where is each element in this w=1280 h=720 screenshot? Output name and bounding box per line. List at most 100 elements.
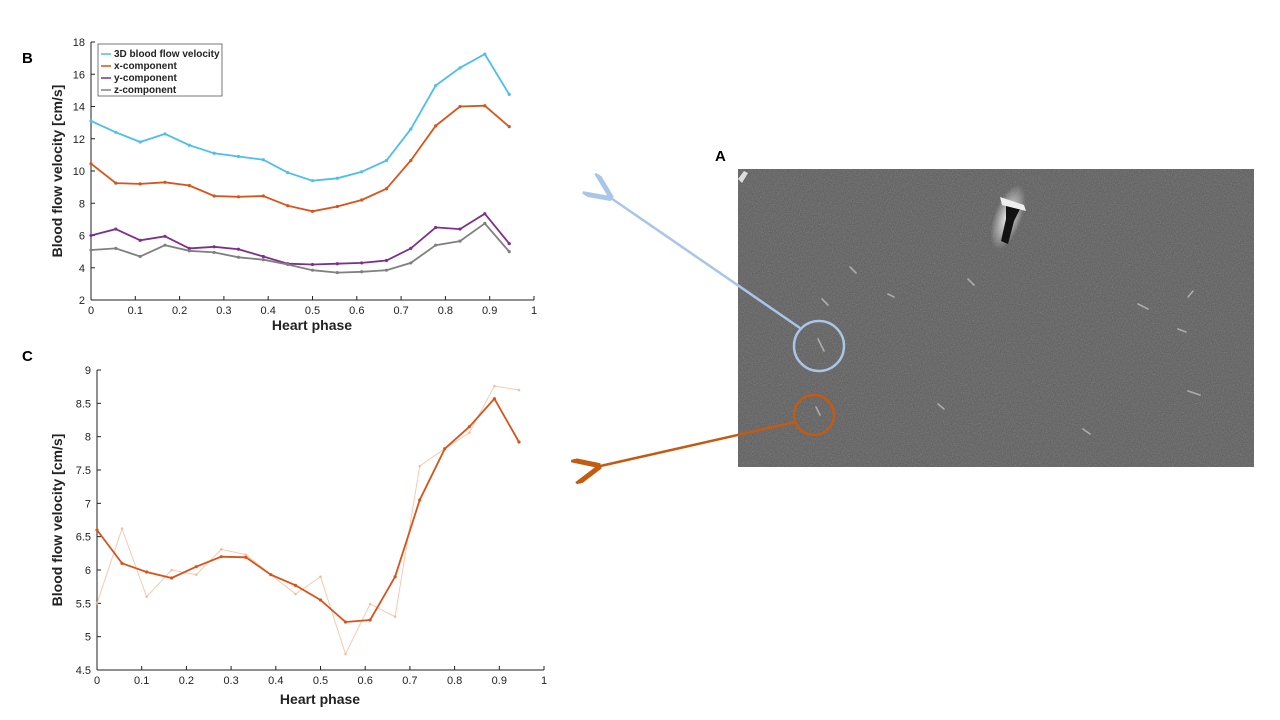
b-xtick-label: 0.6 — [349, 305, 364, 317]
b-data-point — [335, 270, 339, 275]
c-data-point — [95, 528, 99, 532]
c-xtick-label: 0.7 — [402, 675, 417, 687]
b-data-point — [236, 154, 241, 159]
b-data-point — [483, 104, 487, 108]
c-ytick-label: 7.5 — [76, 465, 91, 477]
corner-artifact — [738, 171, 748, 183]
b-data-point — [138, 238, 142, 242]
c-data-point — [294, 592, 297, 596]
b-data-point — [261, 254, 265, 259]
c-data-point — [368, 602, 372, 606]
c-data-point — [219, 555, 223, 559]
b-data-point — [458, 227, 462, 231]
b-data-point — [163, 132, 167, 136]
c-ytick-label: 4.5 — [76, 665, 91, 677]
b-ytick-label: 14 — [73, 102, 85, 114]
c-data-point — [318, 598, 323, 602]
b-series-line-0 — [90, 52, 510, 182]
legend-y-component: y-component — [114, 73, 177, 84]
b-ytick-label: 12 — [73, 134, 85, 146]
b-data-point — [409, 246, 413, 250]
c-data-point — [368, 618, 372, 622]
c-xtick-label: 0.1 — [134, 675, 149, 687]
c-data-point — [517, 388, 521, 392]
c-data-point — [343, 620, 348, 624]
b-data-point — [335, 176, 339, 180]
b-data-point — [360, 261, 364, 265]
c-ytick-label: 5 — [85, 632, 91, 644]
panel-label-a: A — [715, 148, 726, 165]
b-data-point — [163, 243, 167, 247]
c-data-point — [393, 615, 397, 618]
b-xtick-label: 0.2 — [172, 305, 187, 317]
b-data-point — [384, 268, 389, 272]
b-data-point — [89, 233, 93, 238]
c-data-point — [194, 565, 198, 569]
b-data-point — [187, 183, 191, 188]
b-data-point — [138, 254, 142, 259]
panel-label-b: B — [22, 50, 33, 67]
b-data-point — [138, 182, 142, 186]
b-data-point — [434, 225, 438, 230]
b-data-point — [286, 204, 290, 208]
c-xtick-label: 0.5 — [313, 675, 328, 687]
c-data-point — [418, 464, 422, 468]
c-ytick-label: 7 — [85, 498, 91, 510]
b-data-point — [212, 250, 216, 255]
b-data-point — [360, 270, 364, 274]
c-data-point — [145, 595, 148, 598]
b-ytick-label: 10 — [73, 166, 85, 178]
mri-image — [738, 169, 1254, 467]
lower-vessel-circle — [792, 393, 836, 437]
b-data-point — [89, 119, 93, 123]
c-xtick-label: 0 — [94, 675, 100, 687]
b-data-point — [483, 221, 487, 226]
b-data-point — [434, 83, 438, 88]
c-data-point — [170, 568, 173, 572]
arrow-to-chart-c — [596, 420, 796, 467]
c-ytick-label: 6 — [85, 565, 91, 577]
b-data-point — [507, 241, 511, 246]
c-data-point — [170, 576, 174, 580]
b-data-point — [409, 158, 413, 163]
b-ytick-label: 8 — [79, 198, 85, 210]
b-xtick-label: 0.9 — [482, 305, 497, 317]
b-data-point — [458, 104, 462, 109]
c-data-point — [219, 548, 223, 551]
b-data-point — [286, 262, 290, 267]
c-data-point — [95, 602, 99, 605]
c-data-point — [120, 527, 124, 530]
b-data-point — [483, 52, 487, 56]
chart-c: 0 0.1 0.2 0.3 0.4 0.5 0.6 0.7 0.8 0.9 1 4.5 5 5.5 6 6.… — [49, 365, 547, 707]
legend-x-component: x-component — [114, 61, 177, 72]
b-data-point — [335, 204, 339, 209]
c-ytick-label: 6.5 — [76, 532, 91, 544]
b-data-point — [384, 258, 389, 263]
b-data-point — [138, 140, 142, 144]
b-data-point — [507, 250, 511, 254]
b-data-point — [483, 212, 487, 216]
b-data-point — [310, 209, 315, 213]
b-data-point — [335, 262, 339, 266]
b-data-point — [114, 246, 118, 250]
c-data-point — [467, 425, 471, 429]
b-xtick-label: 0.5 — [305, 305, 320, 317]
c-ytick-label: 8 — [85, 432, 91, 444]
b-ytick-label: 18 — [73, 37, 85, 49]
c-xtick-label: 0.3 — [223, 675, 238, 687]
b-ytick-label: 16 — [73, 69, 85, 81]
c-data-point — [194, 573, 198, 576]
b-data-point — [409, 261, 413, 265]
b-data-point — [507, 125, 511, 129]
b-data-point — [384, 187, 389, 191]
b-legend: 3D blood flow velocity x-component y-com… — [97, 43, 223, 97]
b-data-point — [114, 130, 118, 134]
c-data-point — [269, 573, 273, 577]
chart-b: 0 0.1 0.2 0.3 0.4 0.5 0.6 0.7 0.8 0.9 1 2 4 6 8 10 12 14… — [49, 37, 537, 333]
b-xtick-label: 0.8 — [438, 305, 453, 317]
b-data-point — [360, 198, 364, 202]
c-data-point — [244, 555, 248, 559]
c-data-point — [120, 561, 124, 565]
large-vessel — [990, 184, 1026, 250]
